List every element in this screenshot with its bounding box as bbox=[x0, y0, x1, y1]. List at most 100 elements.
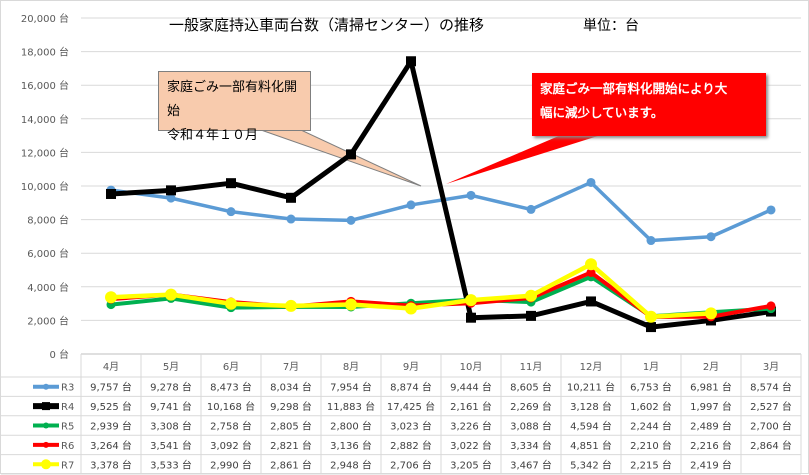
y-tick-label: 2,000 台 bbox=[27, 314, 69, 327]
x-category-label: 9月 bbox=[403, 361, 419, 373]
data-point-R7 bbox=[465, 294, 477, 307]
data-point-R3 bbox=[466, 190, 476, 200]
table-cell: 3,467 台 bbox=[510, 458, 552, 471]
y-tick-label: 8,000 台 bbox=[27, 214, 69, 227]
data-point-R3 bbox=[166, 193, 176, 203]
legend-key-marker bbox=[43, 441, 49, 448]
table-cell: 2,700 台 bbox=[750, 420, 792, 433]
table-cell: 17,425 台 bbox=[387, 400, 435, 413]
table-cell: 2,861 台 bbox=[270, 458, 312, 471]
x-category-label: 7月 bbox=[283, 361, 299, 373]
legend-label: R4 bbox=[61, 402, 74, 413]
data-point-R3 bbox=[766, 205, 776, 215]
annotation-pointer bbox=[446, 135, 601, 184]
table-cell: 3,533 台 bbox=[150, 458, 192, 471]
legend-key-marker bbox=[41, 459, 51, 470]
table-cell: 3,308 台 bbox=[150, 420, 192, 433]
series-line-R4 bbox=[110, 58, 772, 330]
data-point-R3 bbox=[706, 232, 716, 242]
data-point-R3 bbox=[526, 204, 536, 214]
table-cell: 11,883 台 bbox=[327, 400, 375, 413]
table-cell: 1,602 台 bbox=[630, 400, 672, 413]
table-cell: 9,278 台 bbox=[150, 381, 192, 394]
table-cell: 9,757 台 bbox=[90, 381, 132, 394]
x-category-label: 5月 bbox=[163, 361, 179, 373]
table-cell: 3,022 台 bbox=[450, 439, 492, 452]
table-cell: 2,882 台 bbox=[390, 439, 432, 452]
data-point-R7 bbox=[705, 307, 717, 320]
table-cell: 2,805 台 bbox=[270, 420, 312, 433]
table-cell: 2,758 台 bbox=[210, 420, 252, 433]
data-point-R4 bbox=[166, 185, 176, 196]
table-cell: 2,990 台 bbox=[210, 458, 252, 471]
data-point-R6 bbox=[586, 268, 596, 278]
table-cell: 3,378 台 bbox=[90, 458, 132, 471]
table-cell: 8,574 台 bbox=[750, 381, 792, 394]
x-category-label: 3月 bbox=[763, 361, 779, 373]
annotation-line: 家庭ごみ一部有料化開始 bbox=[167, 80, 298, 119]
table-cell: 6,753 台 bbox=[630, 381, 672, 394]
data-point-R7 bbox=[405, 302, 417, 315]
table-cell: 2,210 台 bbox=[630, 439, 672, 452]
y-tick-label: 16,000 台 bbox=[21, 79, 69, 92]
table-cell: 2,706 台 bbox=[390, 458, 432, 471]
table-cell: 8,605 台 bbox=[510, 381, 552, 394]
data-point-R7 bbox=[225, 297, 237, 310]
data-point-R7 bbox=[165, 288, 177, 301]
x-category-label: 6月 bbox=[223, 361, 239, 373]
table-cell: 4,594 台 bbox=[570, 420, 612, 433]
data-point-R3 bbox=[586, 177, 596, 187]
y-tick-label: 18,000 台 bbox=[21, 46, 69, 59]
table-cell: 2,821 台 bbox=[270, 439, 312, 452]
table-cell: 2,948 台 bbox=[330, 458, 372, 471]
table-cell: 3,541 台 bbox=[150, 439, 192, 452]
y-tick-label: 12,000 台 bbox=[21, 146, 69, 159]
table-cell: 8,034 台 bbox=[270, 381, 312, 394]
table-cell: 2,161 台 bbox=[450, 400, 492, 413]
annotation-fee-start: 家庭ごみ一部有料化開始 令和４年１０月 bbox=[158, 71, 311, 143]
x-category-label: 1月 bbox=[643, 361, 659, 373]
data-point-R3 bbox=[346, 215, 356, 225]
table-cell: 9,298 台 bbox=[270, 400, 312, 413]
table-cell: 3,226 台 bbox=[450, 420, 492, 433]
table-cell: 9,444 台 bbox=[450, 381, 492, 394]
data-point-R3 bbox=[226, 207, 236, 217]
data-point-R4 bbox=[466, 312, 476, 323]
data-point-R7 bbox=[105, 291, 117, 304]
table-cell: 1,997 台 bbox=[690, 400, 732, 413]
annotation-line: 令和４年１０月 bbox=[167, 128, 259, 143]
data-point-R7 bbox=[345, 298, 357, 311]
table-cell: 2,244 台 bbox=[630, 420, 672, 433]
table-cell: 2,215 台 bbox=[630, 458, 672, 471]
legend-label: R7 bbox=[61, 460, 74, 471]
x-category-label: 10月 bbox=[460, 361, 483, 373]
annotation-decrease: 家庭ごみ一部有料化開始により大 幅に減少しています。 bbox=[532, 73, 766, 136]
legend-key-marker bbox=[43, 422, 49, 429]
data-point-R4 bbox=[286, 192, 296, 203]
table-cell: 7,954 台 bbox=[330, 381, 372, 394]
legend-label: R6 bbox=[61, 441, 74, 452]
data-point-R4 bbox=[226, 178, 236, 189]
legend-label: R3 bbox=[61, 383, 74, 394]
table-cell: 9,741 台 bbox=[150, 400, 192, 413]
data-point-R3 bbox=[646, 236, 656, 246]
data-point-R4 bbox=[646, 322, 656, 333]
chart-title: 一般家庭持込車両台数（清掃センター）の推移 bbox=[169, 16, 484, 34]
table-cell: 3,023 台 bbox=[390, 420, 432, 433]
y-tick-label: 10,000 台 bbox=[21, 180, 69, 193]
table-cell: 3,136 台 bbox=[330, 439, 372, 452]
x-category-label: 2月 bbox=[703, 361, 719, 373]
legend-key-marker bbox=[42, 402, 50, 411]
table-cell: 8,473 台 bbox=[210, 381, 252, 394]
table-cell: 2,269 台 bbox=[510, 400, 552, 413]
x-category-label: 4月 bbox=[103, 361, 119, 373]
x-category-label: 11月 bbox=[520, 361, 543, 373]
data-point-R7 bbox=[645, 310, 657, 323]
data-point-R4 bbox=[586, 296, 596, 307]
table-cell: 9,525 台 bbox=[90, 400, 132, 413]
annotation-line: 家庭ごみ一部有料化開始により大 bbox=[540, 81, 728, 96]
table-cell: 2,800 台 bbox=[330, 420, 372, 433]
table-cell: 2,419 台 bbox=[690, 458, 732, 471]
